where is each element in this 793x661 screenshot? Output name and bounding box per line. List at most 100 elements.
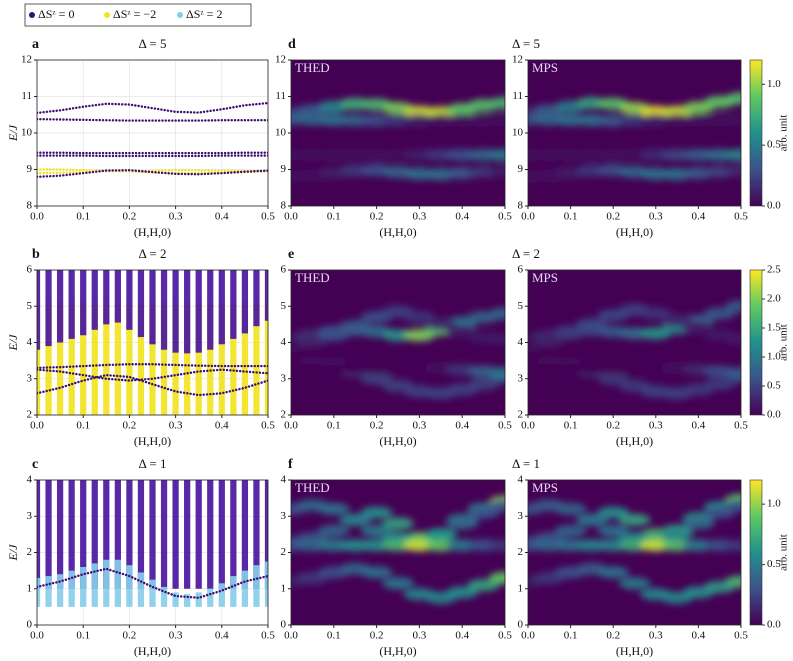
y-tick-label: 6: [27, 264, 33, 276]
x-tick-label: 0.0: [30, 420, 44, 432]
heatmap-background: [291, 60, 505, 206]
y-tick-label: 0: [281, 619, 287, 631]
intensity-blob: [725, 148, 741, 162]
continuum-stripe: [218, 302, 225, 415]
x-tick-label: 0.5: [261, 630, 275, 642]
intensity-blob: [661, 314, 694, 327]
intensity-blob: [682, 321, 715, 335]
intensity-blob: [661, 528, 694, 541]
intensity-blob: [725, 575, 741, 588]
x-axis-label: (H,H,0): [134, 644, 171, 658]
y-tick-label: 4: [281, 474, 287, 486]
continuum-stripe: [37, 577, 41, 607]
y-tick-label: 3: [518, 510, 524, 522]
intensity-blob: [488, 571, 505, 585]
y-tick-label: 6: [518, 264, 524, 276]
x-tick-label: 0.3: [169, 420, 183, 432]
x-tick-label: 0.4: [455, 630, 469, 642]
y-axis-label: E/J: [6, 124, 20, 142]
panel-title: Δ = 2: [512, 246, 540, 261]
method-label: MPS: [532, 270, 558, 285]
dispersion-curve: [37, 373, 268, 397]
x-tick-label: 0.5: [734, 420, 748, 432]
colorbar-label: arb. unit: [778, 324, 790, 361]
continuum-stripe: [172, 592, 179, 607]
continuum-stripe: [253, 565, 260, 607]
y-tick-label: 3: [27, 510, 33, 522]
panel-letter: b: [32, 247, 40, 262]
continuum-stripe: [195, 270, 202, 353]
intensity-blob: [554, 327, 587, 340]
continuum-stripe: [91, 563, 98, 607]
intensity-blob: [725, 367, 741, 380]
continuum-stripe: [114, 270, 121, 323]
continuum-stripe: [160, 302, 168, 415]
continuum-stripe: [68, 570, 75, 607]
continuum-stripe: [230, 302, 237, 415]
colorbar: [749, 269, 763, 416]
legend-box: [24, 3, 252, 27]
dispersion-curve: [37, 363, 268, 370]
intensity-blob: [467, 578, 500, 592]
x-tick-label: 0.2: [123, 630, 137, 642]
x-tick-label: 0.4: [215, 630, 229, 642]
continuum-stripe: [230, 480, 237, 589]
intensity-blob: [554, 502, 587, 516]
continuum-stripe: [126, 480, 133, 589]
x-tick-label: 0.0: [284, 630, 298, 642]
y-tick-label: 1: [27, 582, 33, 594]
continuum-stripe: [184, 480, 191, 589]
continuum-stripe: [56, 574, 64, 607]
continuum-stripe: [218, 270, 225, 345]
method-label: MPS: [532, 480, 558, 495]
colorbar-tick-label: 0.5: [767, 139, 781, 151]
intensity-blob: [618, 513, 651, 527]
continuum-stripe: [37, 480, 41, 589]
heatmap: [291, 305, 505, 400]
y-tick-label: 0: [27, 619, 33, 631]
heatmap-intensity: [291, 495, 505, 604]
continuum-stripe: [68, 270, 75, 339]
y-tick-label: 1: [281, 582, 287, 594]
dispersion-curve: [37, 117, 268, 122]
continuum-stripe: [218, 583, 225, 607]
continuum-stripe: [253, 302, 260, 415]
continuum-stripe: [68, 480, 75, 589]
x-tick-label: 0.2: [370, 630, 384, 642]
y-tick-label: 12: [21, 54, 32, 66]
x-axis-label: (H,H,0): [616, 225, 653, 239]
continuum-stripe: [37, 270, 41, 350]
continuum-stripe: [264, 561, 268, 607]
x-axis-label: (H,H,0): [616, 644, 653, 658]
continuum-stripe: [114, 559, 121, 607]
continuum-stripe: [253, 480, 260, 589]
x-tick-label: 0.3: [169, 630, 183, 642]
continuum-stripe: [241, 480, 249, 589]
x-tick-label: 0.0: [521, 420, 535, 432]
panel-title: Δ = 2: [139, 246, 167, 261]
x-tick-label: 0.5: [261, 211, 275, 223]
legend-label: ΔSᶻ = 0: [38, 7, 74, 21]
colorbar-tick-label: 2.0: [767, 293, 781, 305]
intensity-blob: [488, 96, 505, 110]
x-tick-label: 0.0: [521, 630, 535, 642]
intensity-blob: [446, 586, 479, 599]
continuum-stripe: [68, 302, 75, 415]
continuum-stripe: [218, 480, 225, 589]
panel-title: Δ = 1: [512, 456, 540, 471]
continuum-stripe: [56, 480, 64, 589]
intensity-blob: [403, 310, 436, 324]
dispersion-curve: [37, 169, 268, 178]
y-tick-label: 2: [27, 409, 33, 421]
intensity-blob: [424, 318, 457, 331]
continuum-stripe: [37, 302, 41, 415]
continuum-stripe: [172, 270, 179, 353]
y-tick-label: 1: [518, 582, 524, 594]
continuum-stripe: [103, 559, 110, 607]
continuum-stripe: [137, 572, 145, 607]
intensity-blob: [639, 307, 672, 320]
intensity-blob: [488, 114, 505, 127]
continuum-stripe: [45, 270, 52, 347]
plot-content: [37, 101, 268, 178]
x-tick-label: 0.2: [123, 211, 137, 223]
